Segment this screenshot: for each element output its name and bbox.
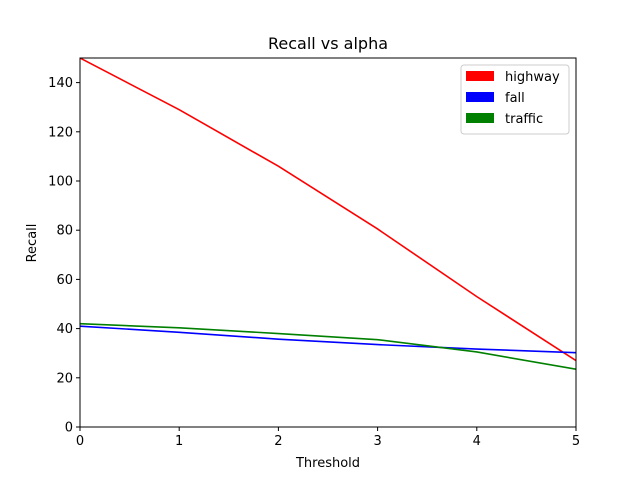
y-tick-label: 100 <box>48 175 73 190</box>
y-tick-label: 80 <box>56 224 73 239</box>
y-tick-label: 120 <box>48 125 73 140</box>
legend-swatch-traffic <box>466 113 494 123</box>
y-tick-label: 60 <box>56 273 73 288</box>
y-tick-label: 140 <box>48 76 73 91</box>
plot-frame <box>79 57 577 428</box>
legend-swatch-fall <box>466 92 494 102</box>
legend-label-highway: highway <box>505 70 560 85</box>
series-line-fall <box>80 325 576 354</box>
y-axis-label: Recall <box>25 224 40 263</box>
axes: 0 1 2 3 4 5 0 20 40 60 80 100 120 140 <box>48 57 580 449</box>
legend-label-fall: fall <box>505 91 525 106</box>
y-tick-label: 0 <box>65 421 73 436</box>
x-tick-label: 5 <box>572 434 580 449</box>
x-tick-label: 0 <box>76 434 84 449</box>
x-tick-label: 3 <box>373 434 381 449</box>
y-tick-label: 20 <box>56 371 73 386</box>
legend-swatch-highway <box>466 71 494 81</box>
x-tick-label: 1 <box>175 434 183 449</box>
y-tick-label: 40 <box>56 322 73 337</box>
x-tick-label: 4 <box>473 434 481 449</box>
series-line-highway <box>80 58 576 362</box>
series-line-traffic <box>80 322 576 370</box>
chart-title: Recall vs alpha <box>268 34 388 53</box>
plot-area <box>80 58 576 370</box>
legend: highway fall traffic <box>460 64 570 135</box>
x-axis-label: Threshold <box>295 456 360 471</box>
x-tick-label: 2 <box>274 434 282 449</box>
legend-label-traffic: traffic <box>505 112 543 127</box>
